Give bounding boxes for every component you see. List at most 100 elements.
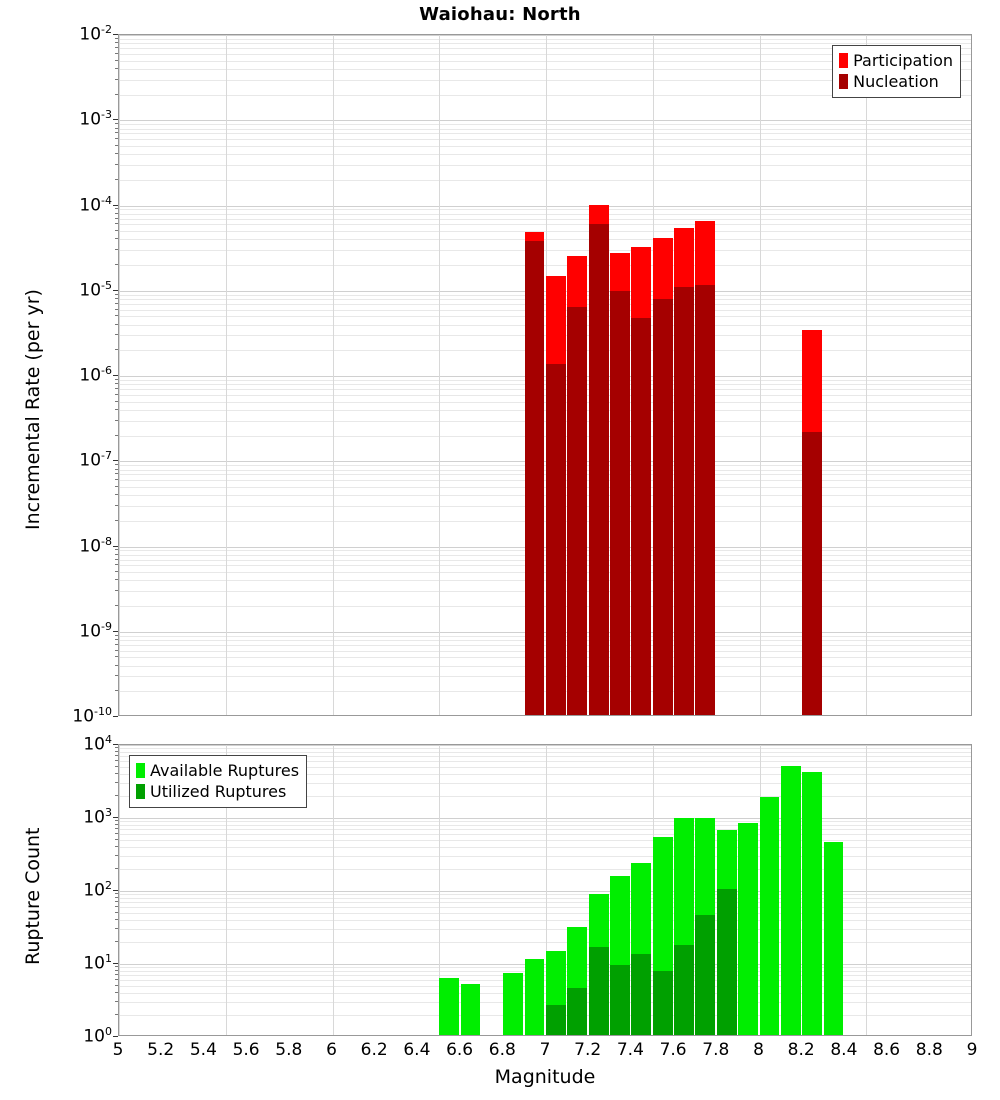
- y-tick-label: 103: [83, 806, 112, 828]
- gridline: [119, 231, 971, 233]
- y-tick-mark-minor: [115, 571, 118, 573]
- gridline: [119, 964, 971, 965]
- gridline: [119, 559, 971, 561]
- gridline-vertical: [866, 35, 868, 715]
- bar: [567, 35, 588, 715]
- bar-segment-utilized: [546, 1004, 566, 1035]
- bar-segment-nucleation: [652, 298, 673, 715]
- x-tick-label: 7.6: [659, 1040, 687, 1060]
- legend-item[interactable]: Participation: [839, 50, 953, 71]
- y-tick-mark-minor: [115, 388, 118, 390]
- gridline: [119, 546, 971, 548]
- gridline: [119, 907, 971, 909]
- y-tick-mark-minor: [115, 504, 118, 506]
- x-tick-label: 5.6: [232, 1040, 260, 1060]
- gridline: [119, 474, 971, 476]
- y-tick-mark-minor: [115, 564, 118, 566]
- bar-segment-available: [524, 958, 545, 1035]
- magnitude-x-axis: 5 5.2 5.4 5.6 5.8 6 6.2 6.4 6.6 6.8 7 7.2 7.4 7.6 7.8 8…: [0, 1036, 1000, 1066]
- gridline: [119, 993, 971, 995]
- bar-segment-utilized: [716, 889, 737, 1035]
- gridline: [119, 505, 971, 507]
- gridline: [119, 303, 971, 305]
- y-tick-mark-minor: [115, 795, 118, 797]
- y-tick-mark-minor: [115, 893, 118, 895]
- gridline-vertical: [332, 35, 334, 715]
- x-tick-label: 8.2: [787, 1040, 815, 1060]
- gridline: [119, 554, 971, 556]
- gridline: [119, 294, 971, 296]
- gridline: [119, 435, 971, 437]
- legend-item[interactable]: Utilized Ruptures: [136, 781, 299, 802]
- y-tick-mark-minor: [115, 298, 118, 299]
- gridline: [119, 550, 971, 552]
- gridline: [119, 657, 971, 659]
- gridline: [119, 465, 971, 467]
- x-tick-label: 5.2: [147, 1040, 175, 1060]
- bar: [503, 745, 524, 1035]
- gridline-vertical: [866, 745, 868, 1035]
- gridline-vertical: [225, 745, 227, 1035]
- x-tick-label: 7: [539, 1040, 551, 1060]
- gridline: [119, 209, 971, 211]
- y-tick-mark-minor: [115, 906, 118, 908]
- y-tick-label: 10-7: [79, 449, 112, 471]
- y-tick-mark: [113, 1036, 118, 1037]
- bar: [610, 745, 630, 1035]
- gridline-vertical: [759, 35, 761, 715]
- y-tick-mark-minor: [115, 690, 118, 692]
- incremental-rate-axis-title: Incremental Rate (per yr): [22, 289, 44, 530]
- gridline: [119, 120, 971, 122]
- gridline: [119, 316, 971, 318]
- bar-segment-utilized: [652, 971, 673, 1035]
- legend-swatch-icon: [136, 763, 145, 778]
- y-tick-mark-minor: [115, 558, 118, 560]
- y-tick-label: 10-4: [79, 193, 112, 216]
- gridline: [119, 898, 971, 900]
- gridline: [119, 1002, 971, 1004]
- y-tick-mark-minor: [115, 123, 118, 125]
- y-tick-mark-minor: [115, 67, 118, 69]
- gridline: [119, 818, 971, 819]
- gridline: [119, 834, 971, 836]
- y-tick-label: 100: [83, 1025, 112, 1047]
- gridline: [119, 94, 971, 96]
- gridline: [119, 745, 971, 746]
- bar-segment-available: [738, 823, 758, 1035]
- gridline: [119, 384, 971, 386]
- gridline: [119, 761, 971, 763]
- y-tick-mark: [113, 375, 118, 376]
- y-tick-mark-minor: [115, 992, 118, 994]
- y-tick-label: 10-8: [79, 534, 112, 557]
- x-tick-label: 9: [966, 1040, 978, 1060]
- y-tick-mark-minor: [115, 408, 118, 410]
- gridline: [119, 902, 971, 904]
- legend-item[interactable]: Available Ruptures: [136, 760, 299, 781]
- y-tick-mark-minor: [115, 127, 118, 129]
- y-tick-mark-minor: [115, 579, 118, 581]
- gridline: [119, 213, 971, 215]
- y-tick-label: 10-3: [79, 108, 112, 130]
- y-tick-mark: [113, 716, 118, 717]
- gridline: [119, 635, 971, 637]
- gridline: [119, 829, 971, 831]
- bar-segment-nucleation: [674, 286, 694, 715]
- y-tick-mark-minor: [115, 144, 118, 146]
- y-tick-mark-minor: [115, 649, 118, 651]
- legend-swatch-icon: [839, 53, 849, 68]
- legend-label: Nucleation: [853, 71, 939, 91]
- y-tick-mark-minor: [115, 984, 118, 986]
- bar-segment-utilized: [567, 988, 588, 1035]
- y-tick-mark-minor: [115, 238, 118, 240]
- bar: [460, 745, 481, 1035]
- bar: [588, 745, 609, 1035]
- bar-segment-utilized: [588, 947, 609, 1035]
- legend-item[interactable]: Nucleation: [839, 71, 953, 92]
- y-tick-label: 10-6: [79, 364, 112, 386]
- gridline-vertical: [225, 35, 227, 715]
- bar-segment-available: [823, 842, 844, 1035]
- x-tick-label: 8.4: [830, 1040, 858, 1060]
- y-tick-mark-minor: [115, 747, 118, 749]
- legend-swatch-icon: [839, 74, 849, 89]
- x-tick-label: 8.8: [915, 1040, 943, 1060]
